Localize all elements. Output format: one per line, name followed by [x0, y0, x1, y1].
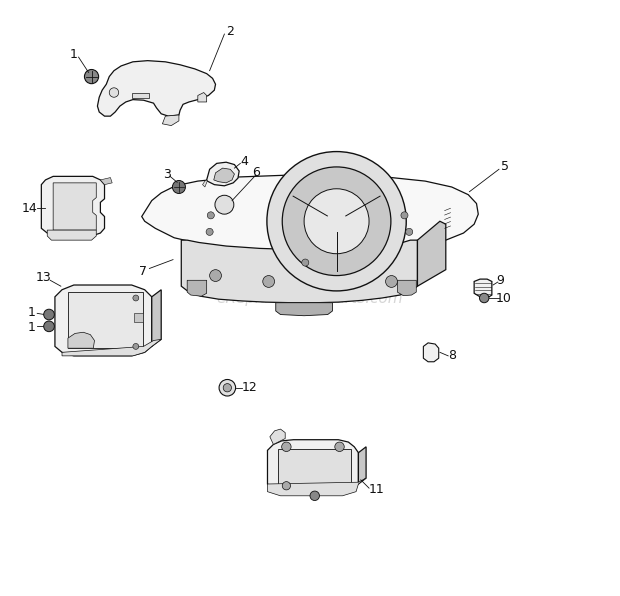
Polygon shape: [181, 240, 417, 303]
Text: 6: 6: [252, 166, 260, 179]
Text: 8: 8: [448, 349, 456, 362]
Polygon shape: [187, 280, 206, 296]
Polygon shape: [162, 115, 179, 126]
Text: 10: 10: [496, 291, 511, 305]
Polygon shape: [68, 332, 94, 348]
Circle shape: [43, 309, 55, 320]
Polygon shape: [142, 175, 478, 252]
Polygon shape: [474, 279, 492, 298]
Circle shape: [215, 195, 234, 214]
Text: 1: 1: [27, 321, 35, 334]
Circle shape: [282, 167, 391, 275]
Text: 3: 3: [163, 167, 171, 181]
Text: 1: 1: [70, 48, 78, 61]
Circle shape: [133, 295, 139, 301]
Polygon shape: [358, 447, 366, 484]
Polygon shape: [131, 92, 149, 98]
Polygon shape: [276, 303, 332, 316]
Polygon shape: [214, 168, 234, 183]
Polygon shape: [53, 183, 96, 230]
Circle shape: [172, 181, 185, 194]
Polygon shape: [62, 339, 161, 356]
Polygon shape: [47, 230, 96, 240]
Circle shape: [206, 228, 213, 235]
Circle shape: [335, 442, 344, 452]
Circle shape: [267, 151, 406, 291]
Circle shape: [310, 491, 319, 501]
Text: 4: 4: [240, 154, 248, 167]
Polygon shape: [100, 178, 112, 185]
Circle shape: [479, 293, 489, 303]
Text: 12: 12: [242, 381, 258, 394]
Text: 13: 13: [35, 271, 51, 284]
Polygon shape: [134, 313, 143, 322]
Polygon shape: [267, 440, 358, 492]
Text: eReplacementParts.com: eReplacementParts.com: [216, 290, 404, 306]
Circle shape: [84, 70, 99, 83]
Circle shape: [109, 88, 118, 97]
Circle shape: [219, 380, 236, 396]
Polygon shape: [206, 162, 239, 186]
Text: 5: 5: [501, 160, 509, 173]
Polygon shape: [198, 92, 206, 102]
Polygon shape: [203, 180, 207, 187]
Circle shape: [401, 212, 408, 219]
Text: 2: 2: [226, 24, 234, 38]
Circle shape: [43, 321, 55, 331]
Polygon shape: [423, 343, 439, 362]
Polygon shape: [55, 285, 152, 356]
Circle shape: [133, 343, 139, 349]
Circle shape: [386, 275, 397, 287]
Circle shape: [281, 442, 291, 452]
Text: 7: 7: [140, 265, 148, 278]
Circle shape: [302, 259, 309, 266]
Circle shape: [223, 384, 231, 392]
Polygon shape: [267, 478, 366, 496]
Circle shape: [405, 228, 413, 235]
Polygon shape: [278, 449, 352, 484]
Circle shape: [207, 212, 215, 219]
Circle shape: [304, 189, 369, 254]
Circle shape: [282, 482, 291, 490]
Polygon shape: [68, 292, 143, 348]
Text: 9: 9: [496, 274, 504, 287]
Polygon shape: [270, 429, 285, 445]
Polygon shape: [42, 176, 105, 236]
Text: 14: 14: [22, 202, 37, 215]
Text: 1: 1: [27, 306, 35, 319]
Text: 11: 11: [368, 483, 384, 496]
Polygon shape: [417, 221, 446, 286]
Circle shape: [210, 269, 221, 281]
Polygon shape: [152, 290, 161, 346]
Circle shape: [263, 275, 275, 287]
Polygon shape: [97, 61, 216, 116]
Polygon shape: [397, 280, 416, 296]
